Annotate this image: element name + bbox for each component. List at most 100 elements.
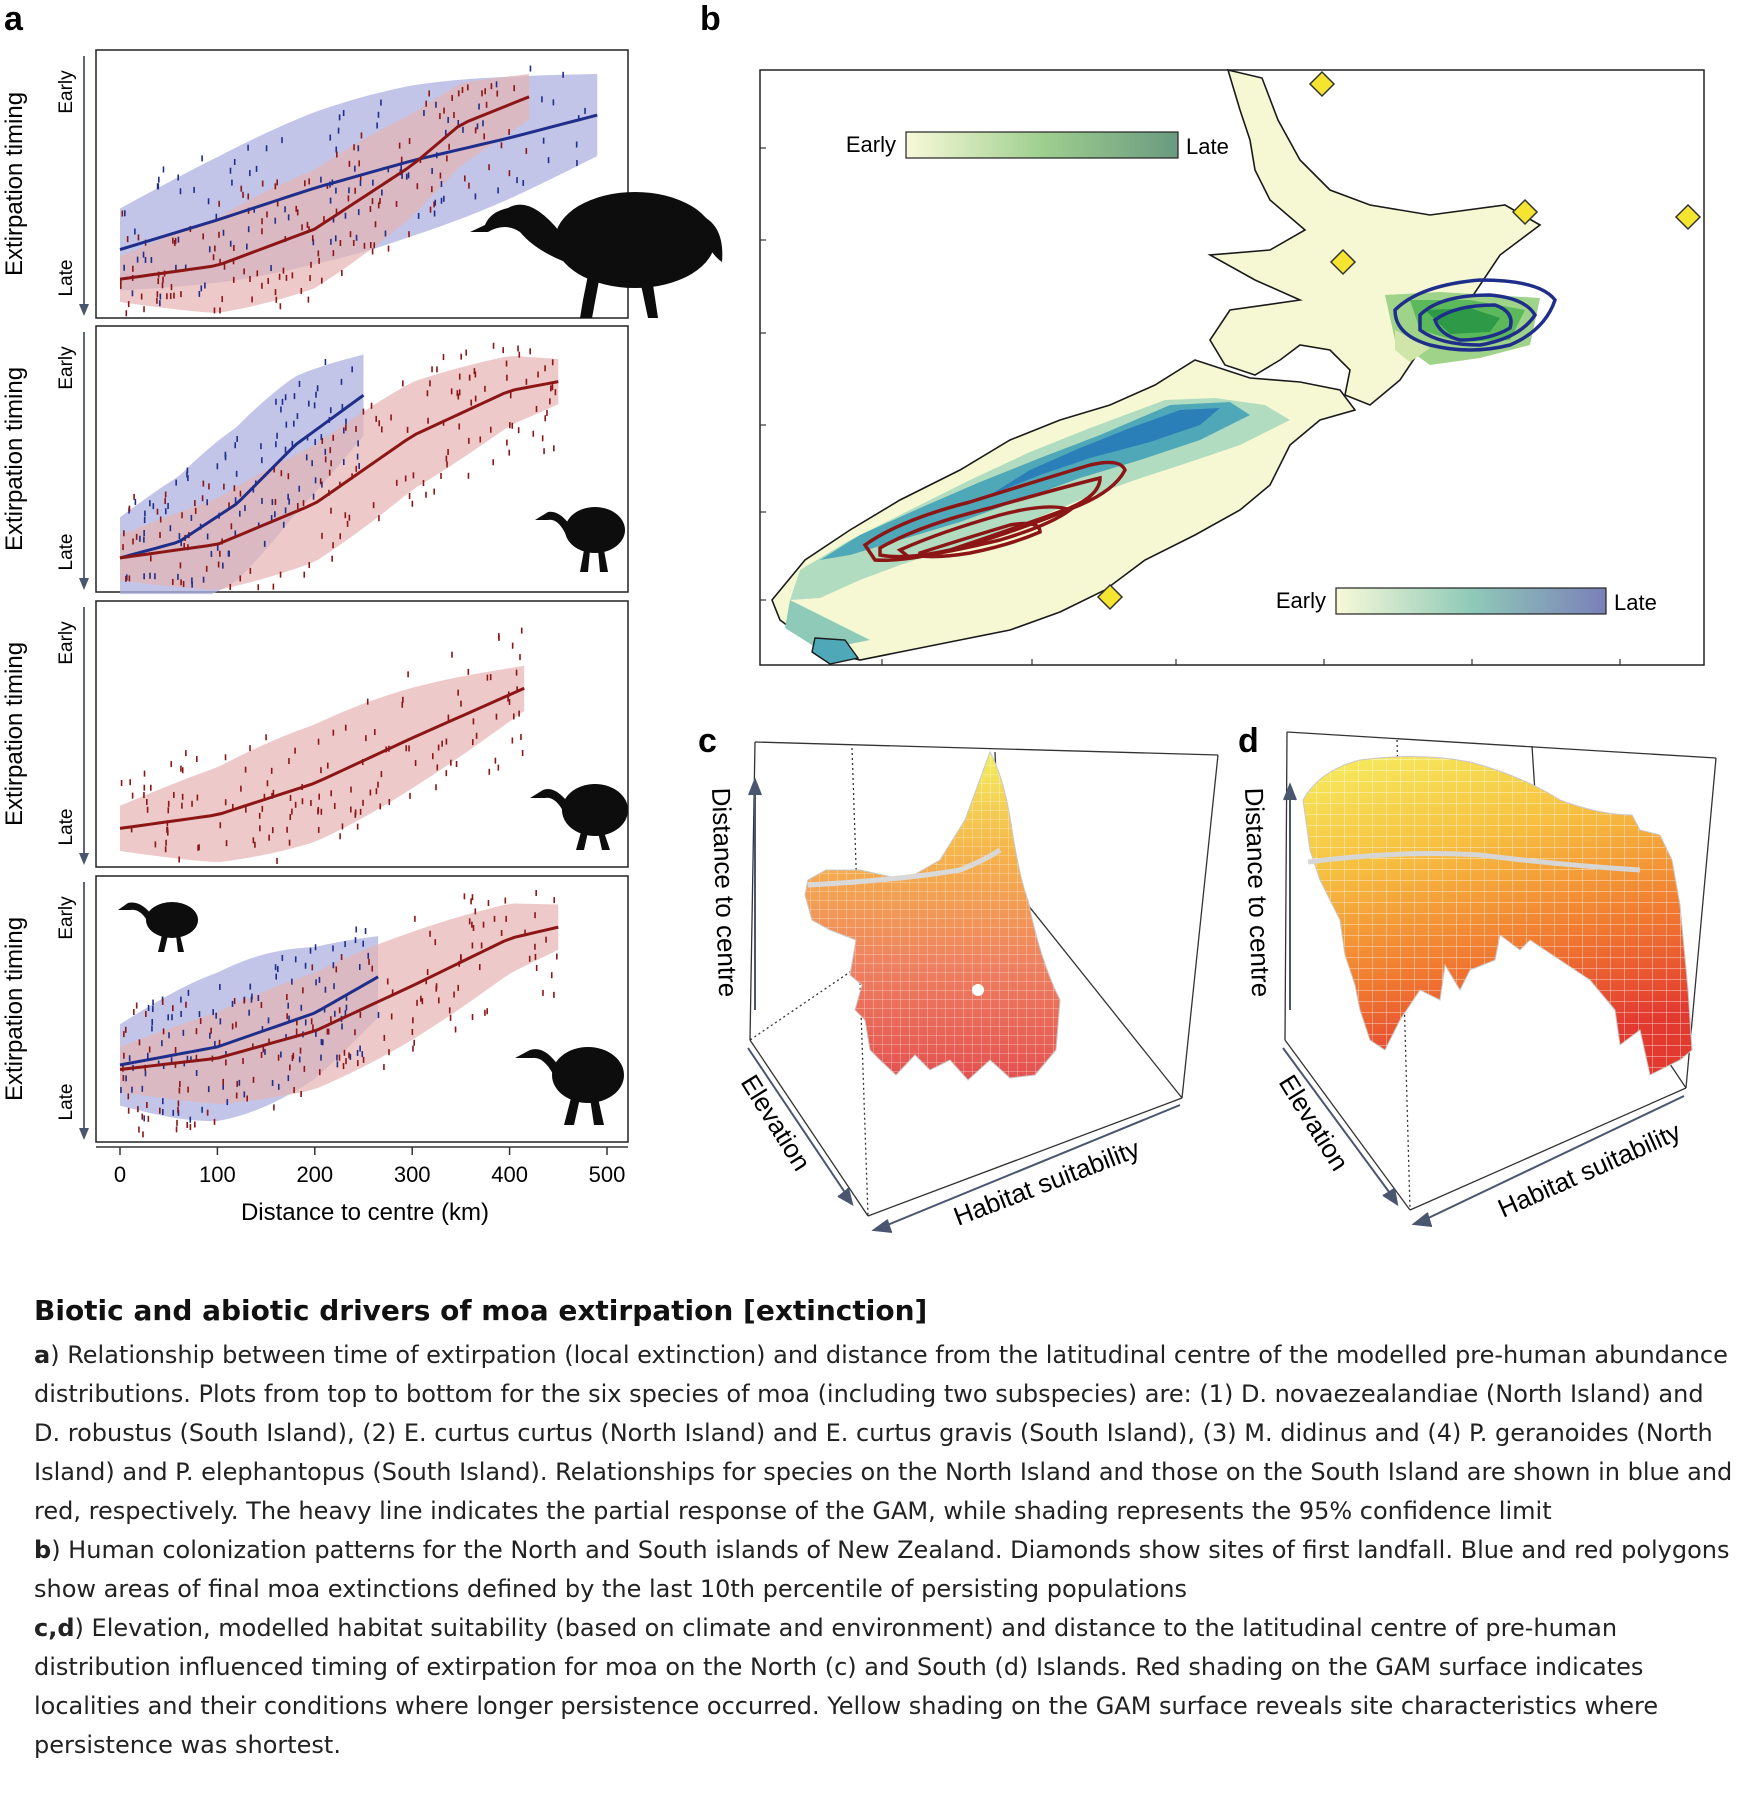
north-data-point — [372, 179, 374, 186]
south-data-point — [371, 198, 374, 205]
north-data-point — [260, 443, 262, 450]
north-data-point — [314, 439, 317, 446]
south-data-point — [194, 507, 197, 514]
south-data-point — [129, 779, 131, 786]
response-plot-3: Extirpation timing Early Late — [1, 600, 629, 868]
south-data-point — [135, 533, 138, 540]
south-data-point — [468, 374, 471, 381]
south-data-point — [369, 789, 372, 796]
north-data-point — [143, 517, 146, 524]
north-data-point — [206, 533, 209, 540]
south-data-point — [496, 90, 499, 97]
north-data-point — [387, 166, 390, 173]
south-data-point — [431, 366, 433, 373]
north-data-point — [357, 440, 359, 447]
south-data-point — [354, 1029, 356, 1036]
north-data-point — [231, 179, 233, 186]
south-data-point — [219, 822, 222, 829]
north-data-point — [219, 1018, 222, 1025]
south-data-point — [474, 908, 477, 915]
north-data-point — [284, 394, 287, 401]
south-data-point — [306, 221, 309, 228]
south-data-point — [191, 800, 193, 807]
south-data-point — [379, 803, 382, 810]
south-data-point — [460, 700, 462, 707]
north-data-point — [261, 497, 263, 504]
south-data-point — [194, 500, 196, 507]
south-data-point — [177, 1100, 180, 1107]
north-data-point — [134, 228, 136, 235]
response-plot-2: Extirpation timing Early Late — [1, 325, 629, 595]
south-data-point — [330, 507, 332, 514]
south-data-point — [251, 296, 253, 303]
north-data-point — [287, 214, 290, 221]
south-data-point — [546, 409, 548, 416]
south-data-point — [383, 1034, 386, 1041]
south-data-point — [511, 642, 514, 649]
north-data-point — [281, 398, 284, 405]
north-data-point — [147, 1052, 149, 1059]
north-data-point — [200, 285, 203, 292]
y-top-label: Early — [56, 896, 77, 940]
south-data-point — [470, 399, 473, 406]
north-data-point — [332, 962, 335, 969]
south-fit-line — [119, 380, 559, 560]
south-data-point — [358, 160, 361, 167]
north-data-point — [180, 540, 182, 547]
south-data-point — [488, 768, 491, 775]
south-data-point — [303, 571, 306, 578]
south-data-point — [448, 1007, 451, 1014]
panel-a-x-ticks: 0 100 200 300 400 500 — [114, 1147, 625, 1187]
north-data-point — [377, 1012, 380, 1019]
south-data-point — [468, 437, 470, 444]
north-data-point — [175, 479, 177, 486]
north-data-point — [294, 956, 297, 963]
south-data-point — [162, 1028, 165, 1035]
south-data-point — [442, 354, 445, 361]
south-data-point — [198, 844, 200, 851]
south-data-point — [481, 90, 483, 97]
north-data-point — [207, 198, 210, 205]
south-data-point — [468, 918, 471, 925]
north-data-point — [162, 1062, 165, 1069]
north-data-point — [225, 1050, 227, 1057]
south-data-point — [373, 729, 376, 736]
south-data-point — [235, 1092, 238, 1099]
north-data-point — [340, 378, 343, 385]
south-data-point — [242, 191, 244, 198]
y-axis-arrowhead — [79, 578, 89, 590]
south-data-point — [296, 502, 299, 509]
fit-lines — [119, 925, 559, 1071]
north-data-point — [251, 993, 253, 1000]
north-data-point — [344, 941, 346, 948]
south-data-point — [146, 806, 149, 813]
north-data-point — [180, 996, 182, 1003]
south-data-point — [224, 754, 227, 761]
south-data-point — [553, 445, 555, 452]
south-data-point — [421, 998, 424, 1005]
south-data-point — [355, 425, 357, 432]
south-data-point — [291, 1055, 294, 1062]
south-data-point — [408, 745, 410, 752]
north-data-point — [234, 442, 236, 449]
panel-d-axis-arrows — [1282, 782, 1685, 1227]
south-data-point — [515, 669, 518, 676]
south-data-point — [508, 698, 511, 705]
north-data-point — [267, 1017, 270, 1024]
south-data-point — [296, 209, 299, 216]
north-data-point — [142, 251, 145, 258]
north-data-point — [281, 954, 284, 961]
south-data-point — [170, 284, 173, 291]
south-data-point — [486, 674, 489, 681]
south-data-point — [509, 392, 512, 399]
south-data-point — [170, 761, 173, 768]
north-data-point — [313, 402, 316, 409]
south-data-point — [505, 915, 507, 922]
south-data-point — [169, 293, 172, 300]
stewart-island — [811, 637, 860, 665]
south-data-point — [202, 233, 205, 240]
south-data-point — [492, 342, 495, 349]
south-data-point — [230, 523, 233, 530]
south-data-point — [541, 435, 544, 442]
